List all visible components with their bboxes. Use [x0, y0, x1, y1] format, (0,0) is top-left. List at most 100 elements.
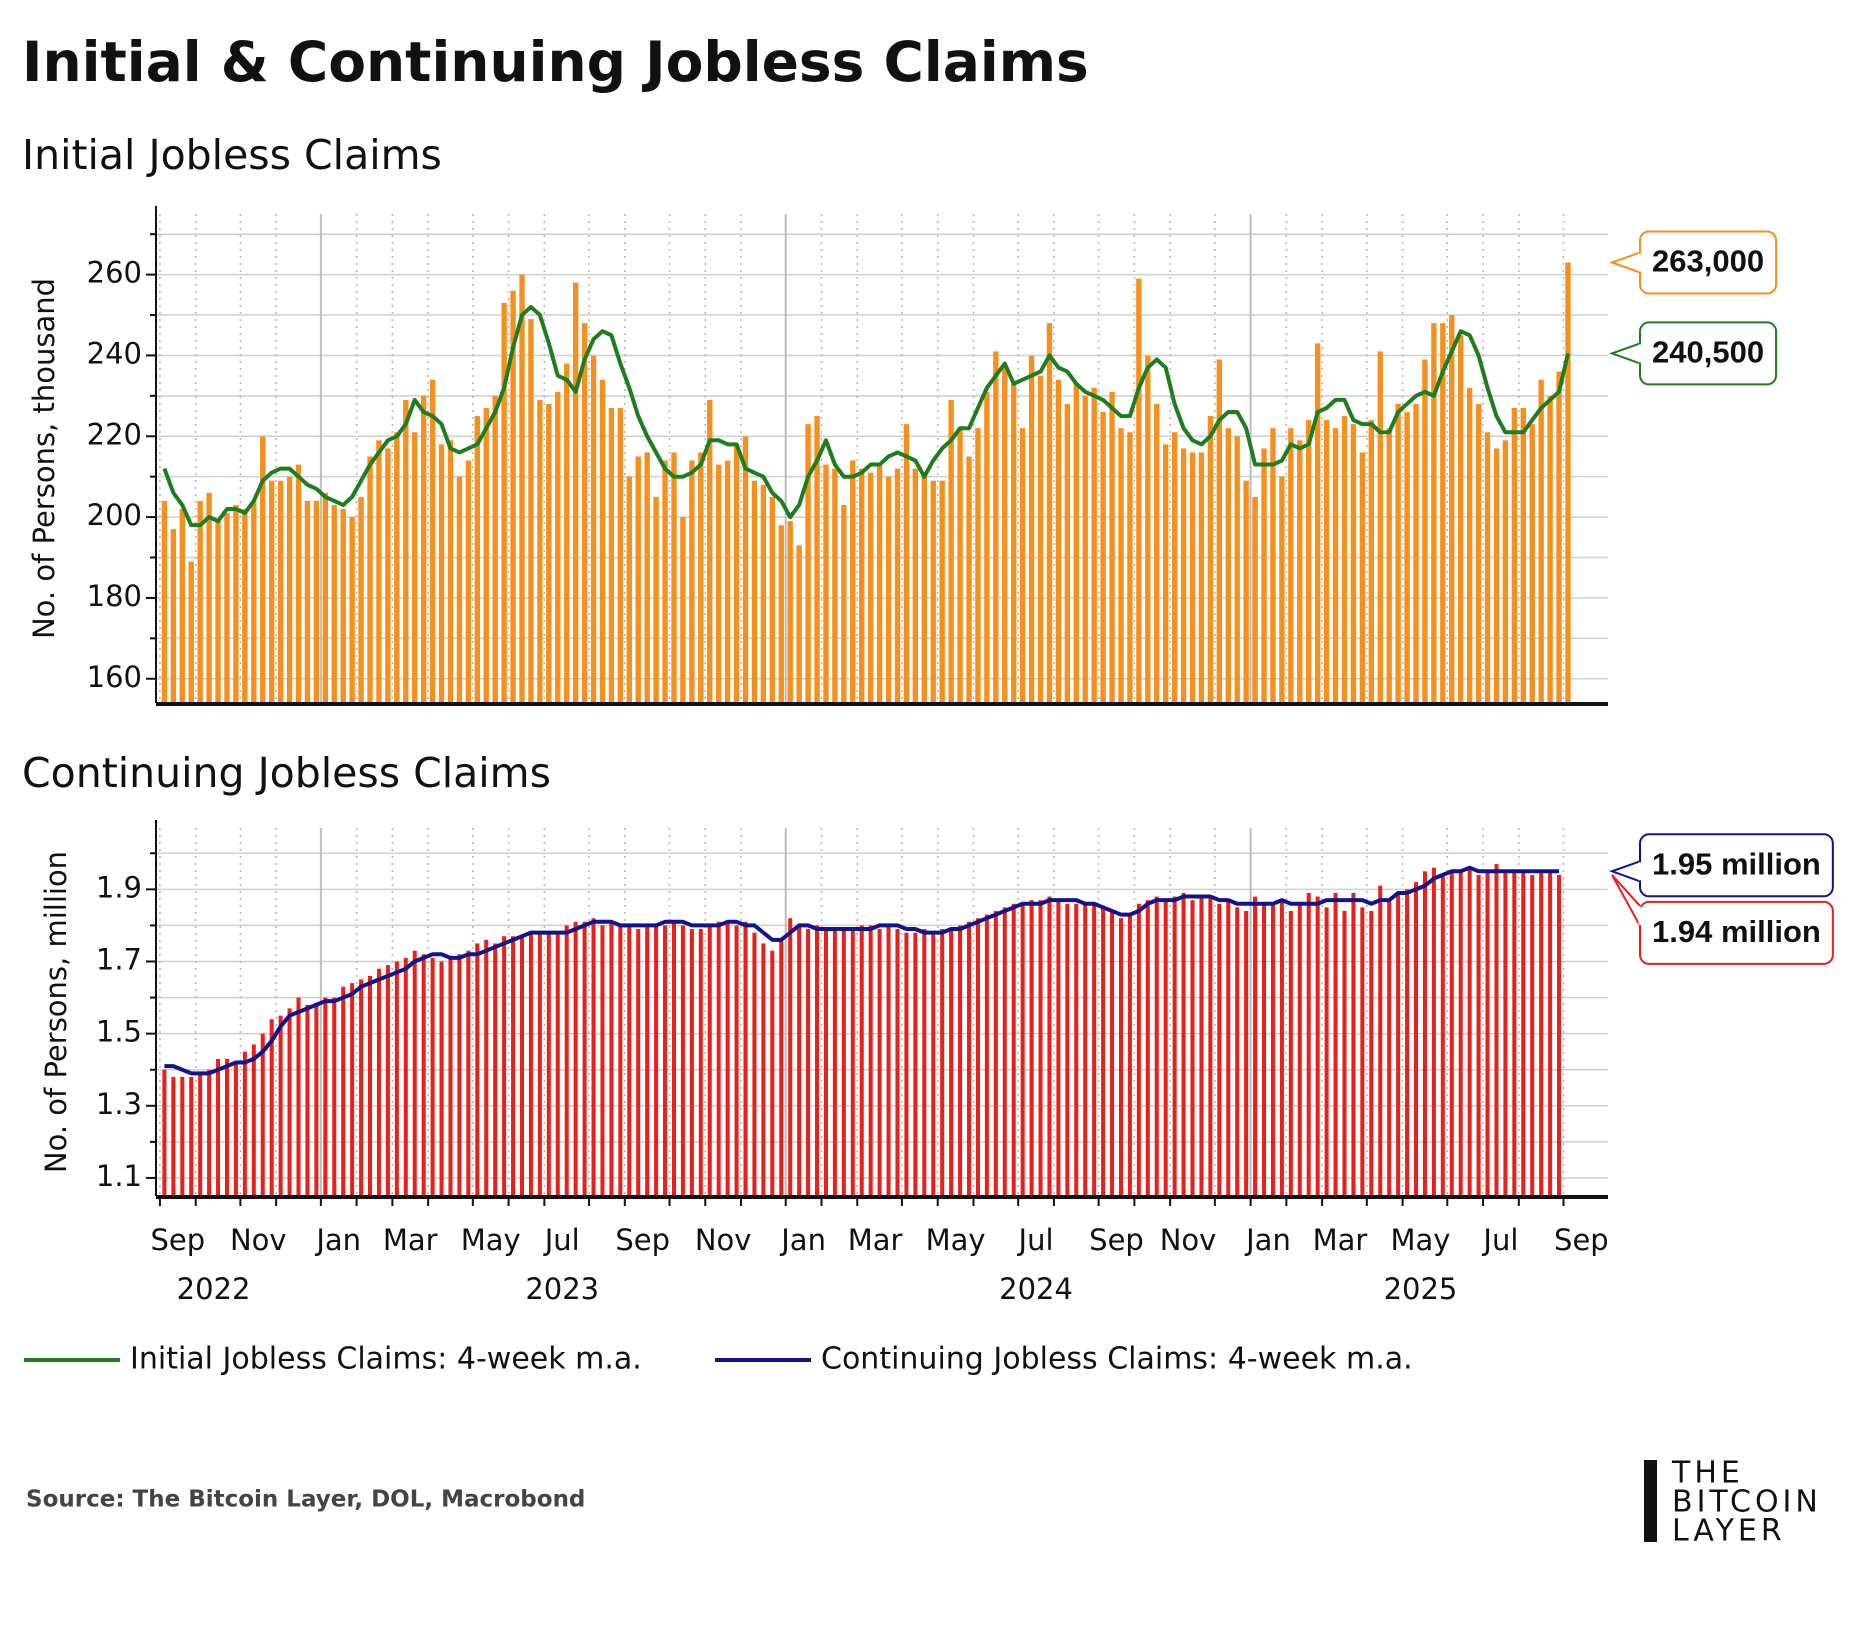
bar	[1002, 367, 1008, 703]
bar	[1467, 867, 1472, 1196]
bar	[1520, 407, 1526, 703]
bar	[1333, 892, 1338, 1196]
bar	[403, 957, 408, 1196]
bar	[921, 472, 927, 703]
bar	[582, 921, 587, 1196]
bar	[1083, 903, 1088, 1196]
bar	[957, 428, 963, 703]
x-tick-label: May	[926, 1223, 986, 1257]
logo-bar	[1644, 1460, 1657, 1542]
bar	[188, 561, 194, 703]
bar	[1029, 900, 1034, 1196]
bar	[886, 925, 891, 1196]
bar	[1154, 896, 1159, 1196]
bar	[269, 1019, 274, 1196]
bar	[1181, 892, 1186, 1196]
bar	[1092, 903, 1097, 1196]
bar	[1154, 403, 1160, 703]
bar	[1405, 889, 1410, 1196]
bar	[421, 954, 426, 1196]
bar	[645, 925, 650, 1196]
bar	[581, 323, 588, 703]
bar	[1556, 371, 1562, 703]
bar	[868, 925, 873, 1196]
bar	[832, 929, 837, 1196]
bar	[922, 929, 927, 1196]
bar	[1502, 440, 1509, 703]
bar	[1484, 432, 1491, 703]
bar	[483, 407, 489, 703]
bar	[528, 932, 533, 1196]
bar	[206, 492, 212, 703]
callout-label: 1.94 million	[1652, 914, 1821, 949]
bar	[779, 939, 784, 1196]
bar	[751, 480, 758, 703]
bar	[1458, 335, 1464, 703]
bar	[215, 521, 221, 703]
bar	[823, 929, 828, 1196]
bar	[1306, 420, 1312, 703]
bar	[1136, 903, 1141, 1196]
bar	[314, 1004, 319, 1196]
bar	[1234, 436, 1240, 703]
bar	[1270, 428, 1276, 703]
bar	[1440, 323, 1446, 703]
bar	[1109, 391, 1115, 703]
bar	[268, 480, 275, 703]
bar	[1404, 412, 1410, 703]
bar	[1413, 882, 1419, 1196]
bar	[510, 290, 516, 703]
bar	[385, 965, 390, 1196]
bar	[1199, 896, 1204, 1196]
bar	[331, 504, 337, 703]
bar	[742, 436, 749, 703]
bar	[564, 925, 569, 1196]
bar	[609, 921, 614, 1196]
x-tick-label: Mar	[383, 1223, 438, 1257]
bar	[546, 403, 552, 703]
bar	[1180, 448, 1187, 703]
bar	[1359, 452, 1366, 703]
bar	[663, 925, 668, 1196]
bar	[1368, 420, 1374, 703]
bar	[1162, 444, 1169, 703]
bar	[197, 500, 203, 703]
bar	[806, 929, 811, 1196]
bar	[1503, 871, 1508, 1196]
bar	[966, 456, 972, 703]
bar	[662, 460, 668, 703]
bar	[349, 517, 355, 703]
bar	[859, 468, 865, 703]
bar	[671, 921, 676, 1196]
bar	[242, 509, 248, 703]
bar	[752, 932, 757, 1196]
bar	[653, 496, 659, 703]
y-tick-label: 200	[87, 498, 142, 532]
bar	[1530, 874, 1535, 1196]
bar	[296, 997, 301, 1196]
bar	[170, 529, 177, 703]
bar	[332, 997, 337, 1196]
bar	[376, 968, 381, 1196]
y-axis-label: No. of Persons, million	[39, 851, 73, 1173]
bar	[1422, 359, 1428, 703]
bar	[1378, 885, 1383, 1196]
y-tick-label: 180	[87, 579, 142, 613]
bar	[1217, 903, 1222, 1196]
bar	[1207, 416, 1214, 703]
bar	[475, 943, 480, 1196]
bar	[1369, 910, 1374, 1196]
bar	[644, 452, 650, 703]
bar	[313, 500, 320, 703]
bar	[1055, 379, 1062, 703]
bar	[1315, 896, 1320, 1196]
bar	[465, 460, 472, 703]
bar	[251, 1044, 256, 1196]
bar	[733, 444, 740, 703]
bar	[1387, 900, 1392, 1196]
x-tick-label: Sep	[615, 1223, 670, 1257]
bar	[341, 986, 346, 1196]
y-tick-label: 1.7	[96, 942, 142, 976]
bar	[260, 436, 266, 703]
bar	[295, 464, 302, 703]
